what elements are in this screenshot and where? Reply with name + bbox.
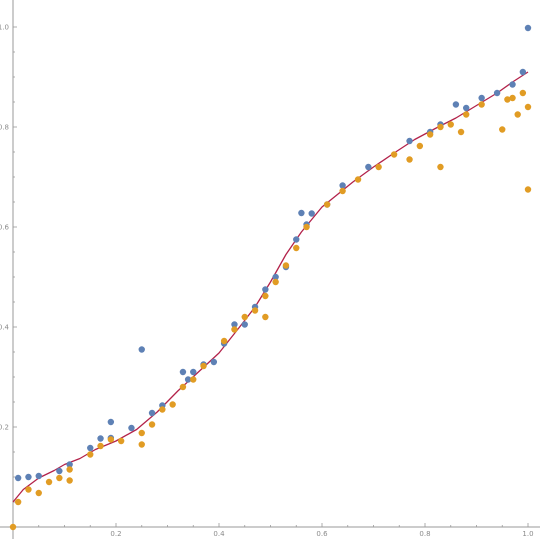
x-tick-label: 0.8 <box>419 530 430 538</box>
y-tick-label: 0.8 <box>0 124 9 132</box>
orange-data-point <box>97 442 104 450</box>
blue-data-point <box>14 474 22 482</box>
orange-data-point <box>159 406 166 413</box>
orange-data-point <box>519 89 527 97</box>
orange-data-point <box>509 94 516 102</box>
orange-data-point <box>524 103 532 111</box>
orange-data-point <box>200 362 207 370</box>
orange-data-point <box>107 436 115 443</box>
orange-data-point <box>220 337 228 345</box>
orange-data-point <box>9 523 17 531</box>
fit-curve-layer <box>12 71 529 503</box>
x-tick-label: 0.2 <box>110 530 121 538</box>
orange-data-point <box>87 451 94 458</box>
blue-data-point <box>35 472 42 480</box>
blue-data-point <box>519 68 527 76</box>
blue-data-point <box>56 467 63 475</box>
y-tick-label: 0.4 <box>0 324 10 332</box>
orange-data-point <box>437 123 444 131</box>
blue-data-point <box>190 368 197 376</box>
blue-data-point <box>478 94 485 102</box>
orange-data-point <box>293 244 300 252</box>
orange-data-point <box>190 376 197 383</box>
blue-data-point <box>509 81 516 88</box>
orange-data-point <box>406 156 413 163</box>
blue-data-point <box>25 473 32 481</box>
orange-data-point <box>457 128 465 136</box>
blue-data-point <box>107 418 115 426</box>
blue-data-point <box>128 424 135 432</box>
x-tick-label: 0.6 <box>316 530 328 538</box>
blue-data-point <box>241 321 248 328</box>
orange-data-point <box>524 186 532 193</box>
blue-data-point <box>148 409 156 417</box>
blue-data-point <box>184 376 192 383</box>
orange-data-point <box>241 313 248 321</box>
orange-data-point <box>179 383 187 391</box>
y-tick-label: 0.6 <box>0 224 10 232</box>
x-tick-label: 0.4 <box>213 530 225 538</box>
blue-data-point <box>493 89 501 97</box>
orange-data-point <box>66 466 73 473</box>
blue-data-point <box>452 101 460 108</box>
orange-data-point <box>354 176 362 183</box>
blue-data-point <box>262 286 269 293</box>
orange-data-point <box>339 187 346 195</box>
orange-data-point <box>45 478 53 486</box>
orange-data-point <box>169 401 176 408</box>
orange-data-point <box>437 163 444 171</box>
orange-data-point <box>463 111 470 118</box>
blue-data-point <box>210 358 218 366</box>
chart-ticks: 0.2 0.4 0.6 0.8 1.0 0.2 0.4 0.6 0.8 1.0 <box>0 24 534 539</box>
blue-data-point <box>463 104 470 112</box>
y-tick-label: 1.0 <box>0 24 9 32</box>
orange-data-point <box>447 121 454 128</box>
data-points-layer <box>9 24 532 531</box>
orange-data-point <box>375 163 382 171</box>
orange-data-point <box>478 101 485 108</box>
blue-data-point <box>66 461 73 468</box>
orange-data-point <box>303 223 310 231</box>
orange-data-point <box>66 477 73 484</box>
orange-data-point <box>138 429 145 437</box>
blue-data-point <box>406 137 413 145</box>
orange-data-point <box>499 126 506 133</box>
blue-data-point <box>87 444 94 452</box>
blue-data-point <box>272 273 279 281</box>
orange-data-point <box>262 292 269 300</box>
orange-data-point <box>25 486 32 493</box>
orange-data-point <box>416 142 424 150</box>
orange-data-point <box>262 313 269 321</box>
orange-data-point <box>117 437 125 445</box>
orange-data-point <box>504 96 511 103</box>
blue-data-point <box>138 346 145 353</box>
blue-data-point <box>339 182 346 189</box>
orange-data-point <box>148 421 156 428</box>
orange-data-point <box>514 111 521 118</box>
blue-data-point <box>298 209 305 217</box>
orange-data-point <box>231 326 238 333</box>
orange-data-point <box>390 151 398 158</box>
fit-curve <box>12 71 529 503</box>
orange-data-point <box>272 278 279 286</box>
orange-data-point <box>56 474 63 482</box>
blue-data-point <box>179 368 187 376</box>
blue-data-point <box>231 321 238 328</box>
blue-data-point <box>365 163 372 171</box>
orange-data-point <box>14 498 22 506</box>
orange-data-point <box>251 307 259 314</box>
blue-data-point <box>293 236 300 243</box>
x-tick-label: 1.0 <box>522 530 533 538</box>
blue-data-point <box>524 24 532 32</box>
y-tick-label: 0.2 <box>0 424 9 432</box>
orange-data-point <box>282 262 290 269</box>
orange-data-point <box>323 201 331 208</box>
orange-data-point <box>35 489 42 497</box>
blue-data-point <box>308 210 315 217</box>
blue-data-point <box>97 435 104 442</box>
orange-data-point <box>138 441 145 448</box>
orange-data-point <box>426 131 434 138</box>
